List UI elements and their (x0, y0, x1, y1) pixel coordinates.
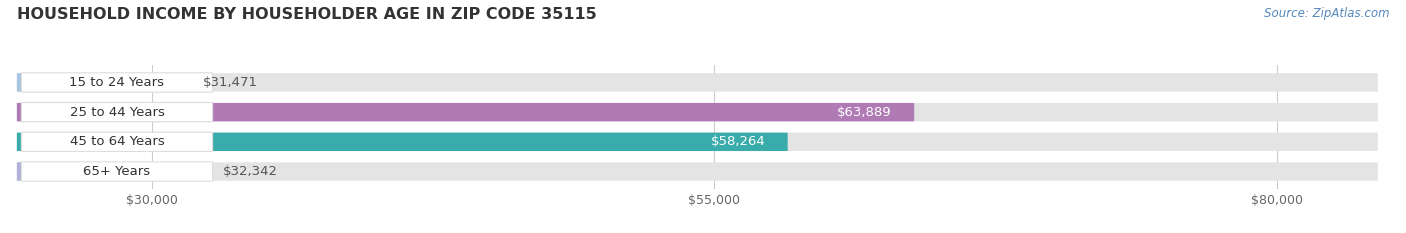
FancyBboxPatch shape (17, 73, 186, 92)
Text: 15 to 24 Years: 15 to 24 Years (69, 76, 165, 89)
Text: 65+ Years: 65+ Years (83, 165, 150, 178)
Text: Source: ZipAtlas.com: Source: ZipAtlas.com (1264, 7, 1389, 20)
Text: $58,264: $58,264 (710, 135, 765, 148)
FancyBboxPatch shape (17, 73, 1378, 92)
FancyBboxPatch shape (17, 103, 1378, 121)
Text: 25 to 44 Years: 25 to 44 Years (69, 106, 165, 119)
FancyBboxPatch shape (17, 103, 914, 121)
FancyBboxPatch shape (21, 73, 212, 92)
FancyBboxPatch shape (21, 132, 212, 151)
FancyBboxPatch shape (17, 162, 204, 181)
FancyBboxPatch shape (17, 133, 1378, 151)
Text: $32,342: $32,342 (222, 165, 277, 178)
FancyBboxPatch shape (21, 103, 212, 122)
Text: HOUSEHOLD INCOME BY HOUSEHOLDER AGE IN ZIP CODE 35115: HOUSEHOLD INCOME BY HOUSEHOLDER AGE IN Z… (17, 7, 596, 22)
Text: 45 to 64 Years: 45 to 64 Years (70, 135, 165, 148)
FancyBboxPatch shape (17, 133, 787, 151)
FancyBboxPatch shape (17, 162, 1378, 181)
Text: $63,889: $63,889 (837, 106, 891, 119)
FancyBboxPatch shape (21, 162, 212, 181)
Text: $31,471: $31,471 (202, 76, 257, 89)
